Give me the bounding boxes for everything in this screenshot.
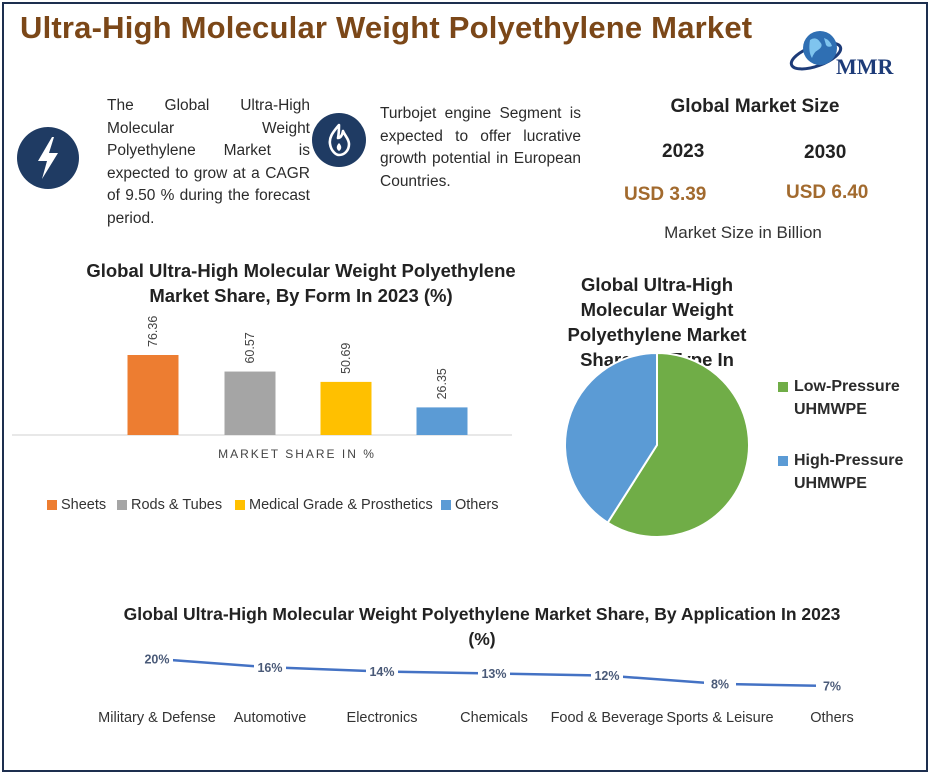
line-category-label-0: Military & Defense — [98, 710, 216, 726]
line-value-label-5: 8% — [711, 677, 729, 691]
bar-value-label-0: 76.36 — [146, 316, 160, 347]
market-value-2023: USD 3.39 — [624, 184, 707, 205]
bar-3 — [416, 407, 468, 435]
line-category-label-5: Sports & Leisure — [666, 710, 774, 726]
legend-swatch — [235, 500, 245, 510]
line-chart-categories: Military & Defense Automotive Electronics C… — [0, 708, 934, 753]
page-title: Ultra-High Molecular Weight Polyethylene… — [20, 10, 753, 45]
line-category-label-6: Others — [810, 710, 854, 726]
legend-swatch — [441, 500, 451, 510]
line-value-label-6: 7% — [823, 680, 841, 694]
bar-value-label-3: 26.35 — [435, 368, 449, 399]
bar-legend-item-3: Others — [441, 497, 499, 513]
legend-label: Rods & Tubes — [131, 497, 223, 513]
line-chart: 20% 16% 14% 13% 12% 8% 7% — [141, 651, 848, 694]
bar-chart-legend: Sheets Rods & Tubes Medical Grade & Prosth… — [47, 497, 527, 517]
brand-logo: MMR — [786, 26, 926, 84]
line-value-label-1: 16% — [257, 661, 282, 675]
legend-swatch — [47, 500, 57, 510]
legend-label: Medical Grade & Prosthetics — [249, 497, 433, 513]
bar-legend-item-1: Rods & Tubes — [117, 497, 222, 513]
bar-chart-title: Global Ultra-High Molecular Weight Polye… — [86, 260, 516, 306]
market-value-2030: USD 6.40 — [786, 182, 869, 203]
line-label-bg-3 — [478, 665, 510, 681]
legend-swatch-high-pressure — [778, 456, 788, 466]
line-label-bg-4 — [591, 667, 623, 683]
line-category-label-2: Electronics — [346, 710, 418, 726]
logo-text: MMR — [836, 54, 894, 79]
line-category-label-4: Food & Beverage — [550, 710, 664, 726]
pie-legend-high-pressure: High-Pressure UHMWPE — [778, 449, 914, 495]
bar-value-label-2: 50.69 — [339, 343, 353, 374]
line-label-bg-1 — [254, 659, 286, 675]
line-label-bg-5 — [704, 675, 736, 691]
line-chart-title: Global Ultra-High Molecular Weight Polye… — [123, 604, 841, 649]
line-category-label-3: Chemicals — [460, 710, 528, 726]
bar-2 — [320, 381, 372, 435]
line-value-label-3: 13% — [481, 667, 506, 681]
lightning-bolt-icon — [17, 127, 79, 189]
line-label-bg-0 — [141, 651, 173, 666]
bar-legend-item-0: Sheets — [47, 497, 106, 513]
line-value-label-4: 12% — [594, 669, 619, 683]
pie-legend-label-low-pressure: Low-Pressure UHMWPE — [794, 378, 900, 418]
legend-swatch — [117, 500, 127, 510]
line-category-label-1: Automotive — [233, 710, 307, 726]
year-2023: 2023 — [662, 141, 705, 162]
market-size-unit-note: Market Size in Billion — [664, 223, 822, 242]
bar-0 — [127, 355, 179, 435]
line-label-bg-6 — [816, 678, 848, 693]
bar-1 — [224, 371, 276, 435]
legend-label: Others — [455, 497, 499, 513]
cagr-description: The Global Ultra-High Molecular Weight P… — [107, 97, 310, 227]
bar-legend-item-2: Medical Grade & Prosthetics — [235, 497, 433, 513]
pie-legend-low-pressure: Low-Pressure UHMWPE — [778, 375, 914, 421]
bar-value-label-1: 60.57 — [243, 332, 257, 363]
pie-slice-1 — [564, 351, 658, 525]
pie-slice-0 — [606, 351, 750, 538]
segment-description: Turbojet engine Segment is expected to o… — [380, 105, 581, 190]
globe-icon — [789, 31, 843, 71]
pie-chart — [564, 351, 750, 538]
flame-icon — [312, 113, 366, 167]
line-value-label-2: 14% — [369, 665, 394, 679]
year-2030: 2030 — [804, 142, 847, 163]
pie-legend-label-high-pressure: High-Pressure UHMWPE — [794, 452, 904, 492]
line-value-label-0: 20% — [144, 653, 169, 667]
legend-label: Sheets — [61, 497, 107, 513]
bar-chart: 76.36 60.57 50.69 26.35 MARKET SHARE IN % — [12, 316, 512, 461]
market-size-title: Global Market Size — [670, 96, 840, 117]
line-label-bg-2 — [366, 663, 398, 679]
legend-swatch-low-pressure — [778, 382, 788, 392]
bar-x-axis-label: MARKET SHARE IN % — [218, 447, 376, 461]
